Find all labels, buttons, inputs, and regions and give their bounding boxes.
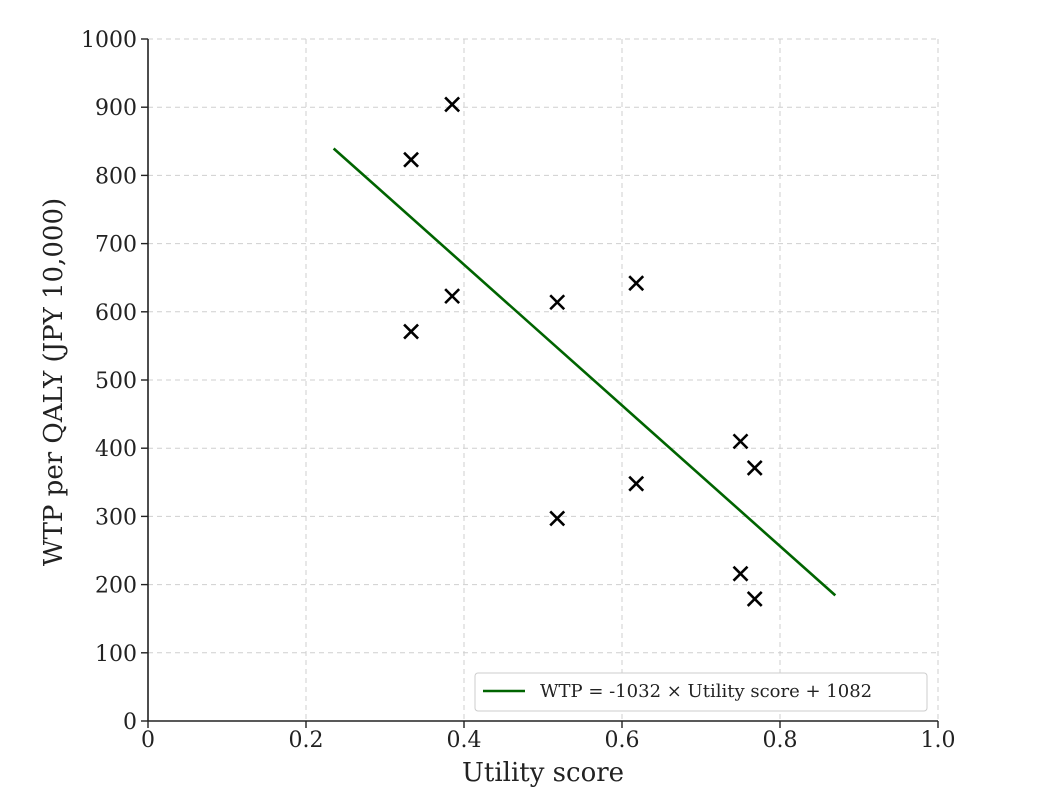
data-point <box>549 510 566 527</box>
x-ticks: 0 0.2 0.4 0.6 0.8 1.0 <box>141 721 956 753</box>
data-point <box>549 294 566 311</box>
y-tick-label: 200 <box>95 574 137 599</box>
data-point <box>403 151 419 168</box>
data-point <box>628 275 645 292</box>
x-tick-label: 0 <box>141 728 155 753</box>
data-point <box>444 96 461 113</box>
y-tick-label: 400 <box>95 437 137 462</box>
grid <box>148 38 939 721</box>
data-point <box>444 288 461 305</box>
x-tick-label: 0.4 <box>447 728 482 753</box>
y-tick-label: 800 <box>95 164 137 189</box>
x-tick-label: 1.0 <box>921 728 956 753</box>
fit-line-group <box>332 147 837 597</box>
legend-box <box>474 672 928 712</box>
y-tick-label: 900 <box>95 96 137 121</box>
data-point <box>732 433 749 450</box>
x-tick-label: 0.6 <box>605 728 640 753</box>
data-point <box>732 565 749 582</box>
y-tick-label: 1000 <box>81 28 137 53</box>
y-tick-label: 700 <box>95 233 137 258</box>
x-tick-label: 0.2 <box>289 728 324 753</box>
data-point <box>746 591 763 607</box>
scatter-points <box>403 96 763 607</box>
y-tick-label: 0 <box>123 710 137 735</box>
y-tick-label: 600 <box>95 301 137 326</box>
y-tick-label: 100 <box>95 642 137 667</box>
x-axis-title: Utility score <box>462 758 624 788</box>
x-tick-label: 0.8 <box>763 728 798 753</box>
y-tick-label: 500 <box>95 369 137 394</box>
data-point <box>403 323 419 340</box>
data-point <box>628 475 645 492</box>
data-point <box>746 460 763 476</box>
fit-line <box>332 147 837 597</box>
y-tick-label: 300 <box>95 505 137 530</box>
y-ticks: 0 100 200 300 400 500 600 700 800 900 1000 <box>81 28 148 735</box>
y-axis-title: WTP per QALY (JPY 10,000) <box>39 198 69 566</box>
legend: WTP = -1032 × Utility score + 1082 <box>474 672 928 712</box>
legend-label: WTP = -1032 × Utility score + 1082 <box>540 681 872 702</box>
